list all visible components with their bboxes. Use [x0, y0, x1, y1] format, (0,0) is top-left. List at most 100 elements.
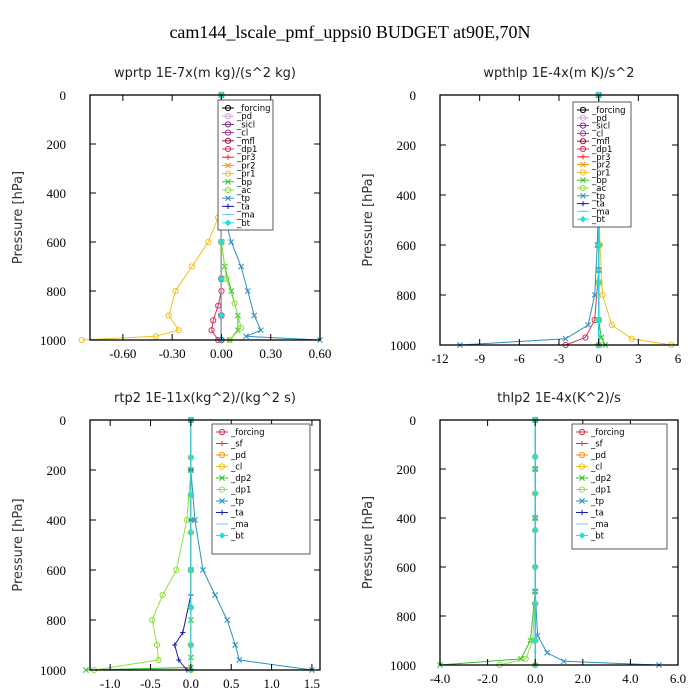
x-tick-label: 0.0	[183, 676, 199, 691]
legend-label: _sf	[590, 440, 604, 450]
legend-label: _tp	[590, 497, 604, 507]
legend-label: _bt	[236, 219, 251, 229]
data-point-dp1	[215, 302, 222, 309]
data-point-tp	[251, 312, 258, 319]
y-axis-label: Pressure [hPa]	[361, 496, 376, 589]
panel-title: thlp2 1E-4x(K^2)/s	[497, 391, 621, 406]
data-point-bt	[595, 279, 602, 286]
legend-box	[571, 423, 668, 550]
x-tick-label: 6.0	[670, 671, 686, 686]
legend-label: _tp	[230, 497, 244, 507]
legend-label: _ac	[591, 184, 606, 194]
data-point-tp	[224, 617, 231, 623]
legend-marker	[219, 498, 225, 504]
panel-4: thlp2 1E-4x(K^2)/s Pressure [hPa] -4.0 -2.0…	[361, 391, 686, 686]
series-group	[78, 91, 323, 344]
legend-label: _cl	[591, 129, 603, 139]
legend-marker	[578, 451, 586, 459]
legend-marker	[218, 463, 226, 470]
legend-label: _bt	[590, 532, 605, 542]
legend-label: _dp2	[590, 474, 611, 484]
legend-label: _forcing	[236, 104, 271, 114]
legend-marker	[580, 161, 586, 168]
panel-1: wprtp 1E-7x(m kg)/(s^2 kg) Pressure [hPa]…	[11, 66, 331, 361]
legend-label: _dp1	[591, 145, 612, 155]
legend-marker	[225, 162, 231, 169]
series-line-pr1	[81, 95, 222, 341]
x-tick-label: -0.5	[140, 676, 161, 691]
legend-label: _dp1	[230, 486, 251, 496]
legend-marker	[579, 106, 587, 114]
data-point-tp	[232, 642, 239, 648]
legend-label: _ta	[230, 509, 244, 519]
x-tick-label: -0.30	[159, 346, 186, 361]
x-tick-label: 1.5	[304, 676, 320, 691]
x-tick-label: 4.0	[622, 671, 638, 686]
data-point-tp	[257, 327, 264, 334]
panel-title: wprtp 1E-7x(m kg)/(s^2 kg)	[114, 66, 296, 81]
data-point-tp	[544, 649, 551, 656]
legend-label: _sicl	[591, 122, 610, 132]
legend-label: _pd	[236, 112, 252, 122]
panel-3: rtp2 1E-11x(kg^2)/(kg^2 s) Pressure [hPa]…	[11, 391, 321, 691]
y-tick-label: 0	[410, 88, 417, 103]
legend-label: _ta	[591, 200, 605, 210]
legend-marker	[219, 440, 225, 447]
data-point-bt	[218, 238, 225, 246]
legend-label: _ac	[236, 186, 251, 196]
x-tick-label: 6	[675, 351, 682, 366]
y-tick-label: 0	[60, 413, 67, 428]
data-point-pr1	[599, 291, 606, 299]
data-point-bt	[187, 604, 195, 611]
data-point-pr1	[628, 335, 635, 342]
panel-title: wpthlp 1E-4x(m K)/s^2	[483, 66, 634, 81]
data-point-bt	[531, 563, 539, 571]
series-line-dp1	[93, 420, 192, 671]
data-point-tp	[200, 567, 206, 573]
data-point-ta	[172, 642, 178, 648]
series-line-dp1	[499, 420, 536, 666]
panel-title: rtp2 1E-11x(kg^2)/(kg^2 s)	[114, 391, 296, 406]
legend-label: _ta	[236, 202, 250, 212]
legend-label: _ma	[590, 520, 609, 530]
x-tick-label: -6	[514, 351, 525, 366]
data-point-bp	[598, 334, 605, 341]
legend-marker	[224, 145, 232, 153]
data-point-dp1	[159, 591, 166, 599]
data-point-bt	[187, 529, 195, 536]
x-tick-label: -9	[474, 351, 485, 366]
y-axis-label: Pressure [hPa]	[11, 171, 26, 264]
legend-marker	[224, 129, 232, 136]
legend-label: _bt	[230, 532, 245, 542]
y-tick-label: 200	[47, 137, 67, 152]
data-point-bt	[531, 600, 539, 608]
legend-label: _pr3	[236, 153, 256, 163]
series-line-dp2	[439, 420, 536, 666]
data-point-pr1	[152, 333, 159, 340]
x-tick-label: -4.0	[430, 671, 451, 686]
legend-marker	[224, 121, 232, 128]
legend-label: _sf	[230, 440, 244, 450]
legend-marker	[579, 145, 587, 153]
x-tick-label: 2.0	[575, 671, 591, 686]
data-point-dp1	[149, 616, 156, 624]
data-point-tp	[191, 517, 198, 523]
legend-label: _forcing	[591, 106, 626, 116]
legend-label: _bt	[591, 215, 606, 225]
data-point-dp1	[153, 641, 161, 649]
data-point-bt	[187, 454, 195, 461]
legend-label: _sicl	[236, 120, 255, 130]
x-tick-label: 0.30	[259, 346, 282, 361]
legend-label: _ta	[590, 509, 604, 519]
data-point-bt	[218, 312, 225, 319]
legend-marker	[224, 113, 232, 120]
legend-label: _pr3	[591, 153, 611, 163]
data-point-dp1	[155, 656, 162, 664]
data-point-pr1	[188, 263, 195, 270]
y-tick-label: 400	[397, 188, 417, 203]
legend-marker	[580, 154, 586, 160]
y-tick-label: 1000	[390, 658, 416, 673]
data-point-dp1	[173, 566, 180, 574]
data-point-bp	[234, 327, 241, 334]
